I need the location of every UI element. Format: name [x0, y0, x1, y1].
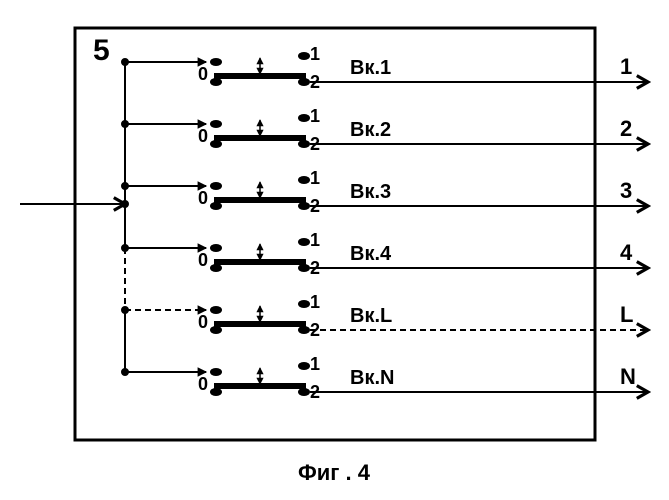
terminal-0 [210, 244, 222, 252]
output-label: 2 [620, 116, 632, 141]
terminal-1-label: 1 [310, 292, 320, 312]
figure-caption: Фиг . 4 [298, 460, 371, 485]
terminal-1 [298, 300, 310, 308]
output-label: 1 [620, 54, 632, 79]
terminal-0-label: 0 [198, 126, 208, 146]
switch-label: Вк.N [350, 367, 394, 389]
terminal-0 [210, 120, 222, 128]
module-label: 5 [93, 34, 110, 67]
switch-label: Вк.3 [350, 181, 391, 203]
terminal-1 [298, 114, 310, 122]
switch: 012 [198, 292, 320, 340]
switch: 012 [198, 106, 320, 154]
switch: 012 [198, 230, 320, 278]
terminal-2 [298, 388, 310, 396]
terminal-0-label: 0 [198, 64, 208, 84]
terminal-0 [210, 182, 222, 190]
module-frame [75, 28, 595, 440]
terminal-1 [298, 52, 310, 60]
terminal-1-label: 1 [310, 354, 320, 374]
terminal-1-label: 1 [310, 230, 320, 250]
output-label: 4 [620, 240, 633, 265]
terminal-common [210, 78, 222, 86]
terminal-0-label: 0 [198, 374, 208, 394]
switch: 012 [198, 354, 320, 402]
terminal-0-label: 0 [198, 312, 208, 332]
switch: 012 [198, 168, 320, 216]
output-label: 3 [620, 178, 632, 203]
terminal-2 [298, 202, 310, 210]
switch-label: Вк.4 [350, 243, 392, 265]
terminal-1 [298, 238, 310, 246]
terminal-common [210, 202, 222, 210]
output-label: L [620, 302, 633, 327]
terminal-1 [298, 362, 310, 370]
switch-label: Вк.L [350, 305, 392, 327]
terminal-common [210, 264, 222, 272]
terminal-2 [298, 78, 310, 86]
terminal-1 [298, 176, 310, 184]
terminal-0 [210, 58, 222, 66]
terminal-common [210, 326, 222, 334]
terminal-2 [298, 264, 310, 272]
terminal-2 [298, 140, 310, 148]
terminal-common [210, 140, 222, 148]
output-label: N [620, 364, 636, 389]
terminal-0 [210, 306, 222, 314]
terminal-common [210, 388, 222, 396]
terminal-1-label: 1 [310, 44, 320, 64]
switch: 012 [198, 44, 320, 92]
terminal-1-label: 1 [310, 106, 320, 126]
terminal-0-label: 0 [198, 188, 208, 208]
terminal-0-label: 0 [198, 250, 208, 270]
switch-label: Вк.2 [350, 119, 391, 141]
switch-label: Вк.1 [350, 57, 391, 79]
terminal-0 [210, 368, 222, 376]
terminal-2 [298, 326, 310, 334]
terminal-1-label: 1 [310, 168, 320, 188]
